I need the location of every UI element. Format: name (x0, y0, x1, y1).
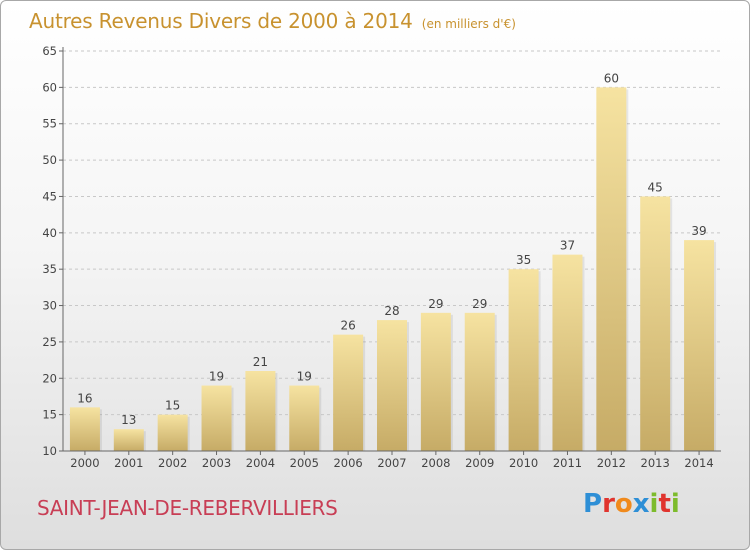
logo-letter: i (649, 489, 659, 519)
bar (420, 312, 451, 451)
y-tick-label: 25 (42, 335, 57, 349)
bar (508, 269, 539, 451)
title-text: Autres Revenus Divers de 2000 à 2014 (29, 9, 413, 33)
y-tick-label: 55 (42, 117, 57, 131)
axes: 10 15 20 25 30 35 40 45 50 55 60 65 2000 2001 2002 2003… (42, 44, 721, 470)
bar (684, 240, 715, 451)
x-tick-label: 2009 (465, 456, 494, 470)
bar (289, 385, 320, 451)
bar (201, 385, 232, 451)
bar (464, 312, 495, 451)
x-tick-label: 2010 (509, 456, 538, 470)
logo-letter: t (658, 489, 671, 519)
place-name: SAINT-JEAN-DE-REBERVILLIERS (37, 496, 338, 520)
data-label: 15 (165, 399, 180, 413)
unit-subtitle: (en milliers d'€) (421, 17, 516, 31)
logo-letter: i (670, 489, 680, 519)
data-label: 13 (121, 413, 136, 427)
x-tick-label: 2008 (421, 456, 450, 470)
x-tick-label: 2000 (70, 456, 99, 470)
logo-letter: o (614, 489, 633, 519)
y-tick-label: 10 (42, 444, 57, 458)
x-tick-label: 2013 (641, 456, 670, 470)
data-label: 35 (516, 253, 531, 267)
x-tick-label: 2011 (553, 456, 582, 470)
x-tick-label: 2002 (158, 456, 187, 470)
data-label: 28 (384, 304, 399, 318)
data-label: 19 (297, 370, 312, 384)
logo-letter: x (632, 489, 650, 519)
y-tick-label: 15 (42, 408, 57, 422)
y-tick-label: 30 (42, 299, 57, 313)
y-tick-label: 50 (42, 153, 57, 167)
x-tick-label: 2007 (377, 456, 406, 470)
y-tick-label: 35 (42, 262, 57, 276)
data-label: 26 (340, 319, 355, 333)
data-label: 60 (604, 71, 619, 85)
bar (640, 196, 671, 451)
data-label: 45 (648, 180, 663, 194)
chart-title: Autres Revenus Divers de 2000 à 2014 (en… (29, 9, 516, 33)
bar (245, 371, 276, 451)
logo-letter: r (602, 489, 615, 519)
y-tick-label: 65 (42, 44, 57, 58)
data-label: 29 (472, 297, 487, 311)
x-tick-label: 2014 (684, 456, 713, 470)
data-label: 39 (691, 224, 706, 238)
x-tick-label: 2004 (246, 456, 275, 470)
bar (113, 429, 144, 451)
bar (157, 414, 188, 451)
data-label: 29 (428, 297, 443, 311)
x-tick-label: 2005 (290, 456, 319, 470)
bar (552, 254, 583, 451)
bar (377, 320, 407, 451)
data-label: 37 (560, 239, 575, 253)
data-label: 21 (253, 355, 268, 369)
bar (333, 334, 364, 451)
y-tick-label: 40 (42, 226, 57, 240)
bar (69, 407, 100, 451)
y-tick-label: 45 (42, 189, 57, 203)
x-tick-label: 2003 (202, 456, 231, 470)
data-label: 16 (77, 391, 92, 405)
y-tick-label: 20 (42, 371, 57, 385)
x-tick-label: 2012 (597, 456, 626, 470)
proxiti-logo: Proxiti (583, 489, 680, 519)
y-tick-label: 60 (42, 80, 57, 94)
bars: 16 13 15 19 21 19 26 28 29 29 35 37 60 45 39 (69, 71, 717, 451)
data-label: 19 (209, 370, 224, 384)
logo-letter: P (583, 489, 603, 519)
bar (596, 87, 627, 451)
x-tick-label: 2001 (114, 456, 143, 470)
x-tick-label: 2006 (333, 456, 362, 470)
